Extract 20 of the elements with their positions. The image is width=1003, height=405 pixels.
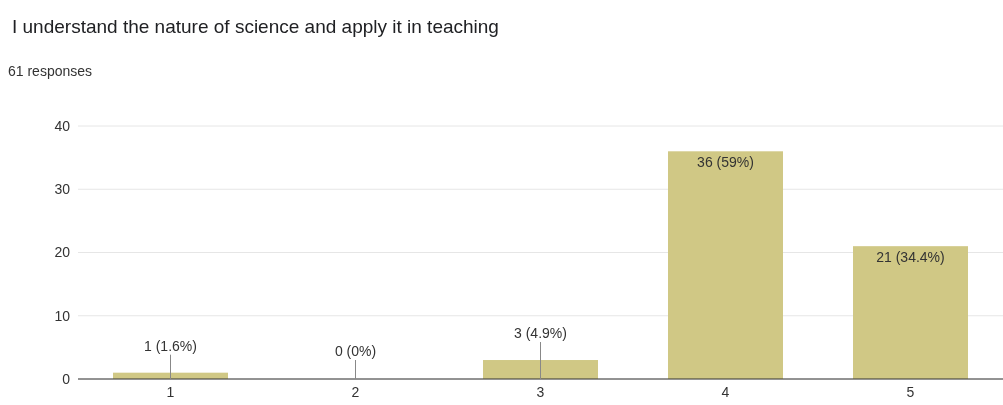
y-tick-label: 40 bbox=[54, 117, 71, 134]
y-tick-label: 0 bbox=[62, 370, 71, 387]
data-label: 1 (1.6%) bbox=[144, 337, 197, 354]
bar bbox=[483, 360, 598, 379]
data-label: 3 (4.9%) bbox=[514, 325, 567, 342]
chart-subtitle: 61 responses bbox=[8, 63, 93, 79]
data-label: 21 (34.4%) bbox=[876, 249, 945, 266]
x-tick-label: 3 bbox=[536, 383, 545, 400]
data-label: 36 (59%) bbox=[697, 154, 754, 171]
y-tick-label: 10 bbox=[54, 307, 71, 324]
x-tick-label: 2 bbox=[351, 383, 360, 400]
y-tick-label: 30 bbox=[54, 181, 71, 198]
x-tick-label: 5 bbox=[906, 383, 915, 400]
x-tick-label: 4 bbox=[721, 383, 730, 400]
y-tick-label: 20 bbox=[54, 244, 71, 261]
bar bbox=[668, 151, 783, 379]
data-label: 0 (0%) bbox=[334, 343, 377, 359]
x-tick-label: 1 bbox=[166, 383, 175, 400]
bar bbox=[853, 246, 968, 379]
chart-title: I understand the nature of science and apply it in teaching bbox=[12, 16, 499, 38]
